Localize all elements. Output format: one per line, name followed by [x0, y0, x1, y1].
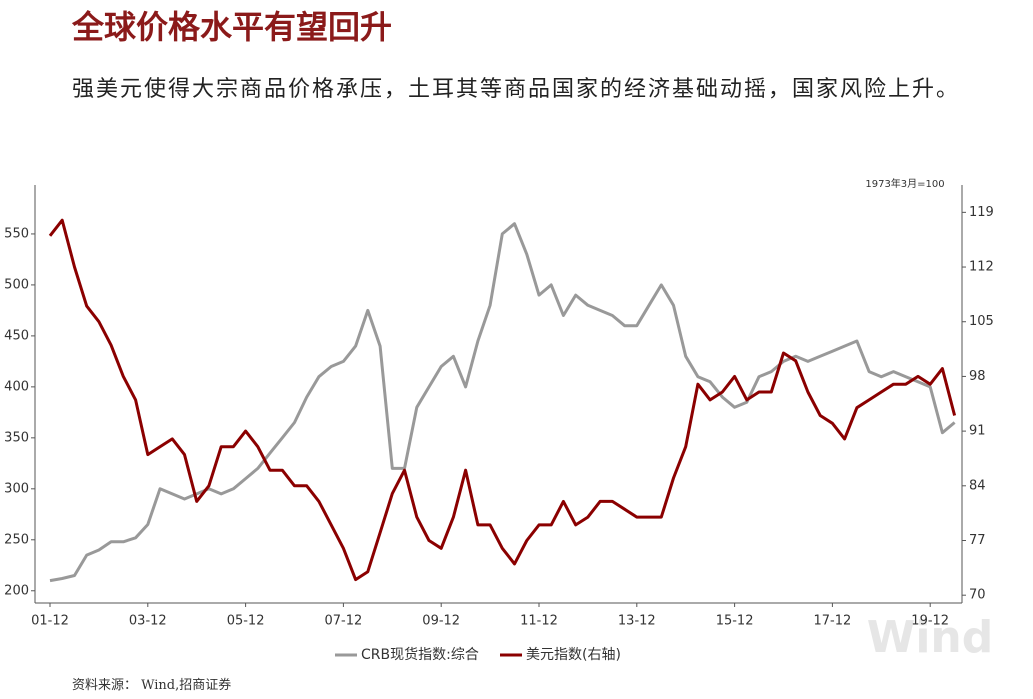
y-tick-label: 200	[4, 583, 29, 598]
title: 全球价格水平有望回升	[72, 8, 393, 46]
x-tick-label: 09-12	[422, 614, 460, 629]
y2-tick-label: 70	[969, 588, 986, 603]
y-tick-label: 550	[4, 226, 29, 241]
series-line	[48, 218, 957, 582]
watermark: Wind	[867, 612, 993, 663]
y-tick-label: 500	[4, 277, 29, 292]
y2-tick-label: 84	[969, 478, 986, 493]
y2-tick-label: 91	[969, 424, 986, 439]
x-tick-label: 11-12	[520, 614, 558, 629]
y2-tick-label: 77	[969, 533, 986, 548]
legend-label: 美元指数(右轴)	[526, 647, 621, 663]
y2-tick-label: 98	[969, 369, 986, 384]
y-tick-label: 450	[4, 328, 29, 343]
subtitle: 强美元使得大宗商品价格承压，土耳其等商品国家的经济基础动摇，国家风险上升。	[72, 77, 961, 102]
x-tick-label: 15-12	[716, 614, 754, 629]
y2-tick-label: 105	[969, 314, 994, 329]
x-tick-label: 05-12	[227, 614, 265, 629]
series-line	[49, 222, 956, 583]
y2-tick-label: 112	[969, 260, 994, 275]
x-tick-label: 19-12	[911, 614, 949, 629]
x-tick-label: 07-12	[325, 614, 363, 629]
y-tick-label: 300	[4, 481, 29, 496]
x-tick-label: 01-12	[31, 614, 69, 629]
x-tick-label: 03-12	[129, 614, 167, 629]
y-tick-label: 250	[4, 532, 29, 547]
source: 资料来源： Wind,招商证券	[72, 678, 232, 693]
y2-tick-label: 119	[969, 205, 994, 220]
unit-note: 1973年3月=100	[865, 177, 944, 190]
y-tick-label: 350	[4, 430, 29, 445]
x-tick-label: 17-12	[814, 614, 852, 629]
y-tick-label: 400	[4, 379, 29, 394]
x-tick-label: 13-12	[618, 614, 656, 629]
legend-label: CRB现货指数:综合	[361, 646, 479, 663]
